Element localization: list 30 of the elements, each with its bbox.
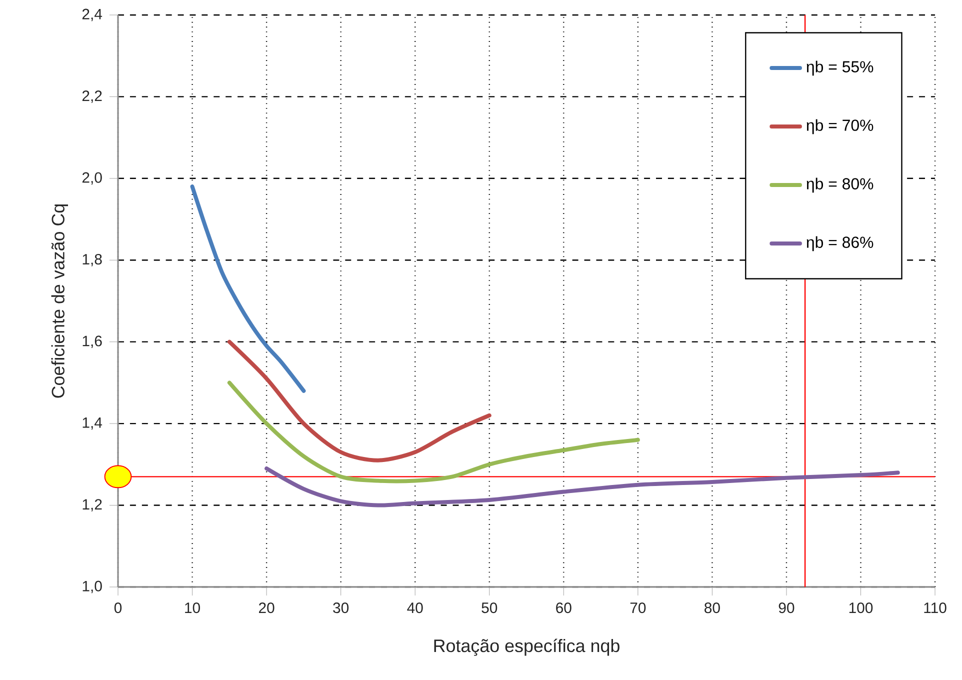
- legend-label: ηb = 86%: [806, 236, 874, 252]
- x-tick-label: 0: [114, 602, 122, 614]
- x-tick-label: 30: [333, 602, 349, 614]
- legend-label: ηb = 55%: [806, 60, 874, 76]
- x-tick-label: 50: [482, 602, 498, 614]
- x-tick-label: 110: [924, 602, 946, 614]
- legend-label: ηb = 70%: [806, 119, 874, 134]
- line-series: [190, 184, 306, 393]
- x-tick-label: 40: [407, 602, 423, 614]
- x-axis-title: Rotação específica nqb: [434, 638, 620, 656]
- line-series: [227, 340, 492, 462]
- y-tick-label: 1,0: [82, 580, 102, 594]
- line-series: [264, 466, 900, 508]
- y-tick-label: 2,0: [82, 172, 102, 185]
- x-tick-label: 90: [778, 602, 794, 614]
- y-tick-label: 1,6: [82, 336, 102, 348]
- x-tick-label: 70: [630, 602, 646, 614]
- x-tick-label: 20: [258, 602, 274, 614]
- y-tick-label: 1,4: [82, 417, 102, 430]
- y-tick-label: 1,8: [82, 254, 102, 266]
- y-tick-label: 1,2: [82, 499, 102, 512]
- y-tick-label: 2,2: [82, 90, 102, 103]
- y-axis-title: Coeficiente de vazão Cq: [51, 204, 68, 398]
- y-tick-label: 2,4: [82, 8, 102, 22]
- legend-label: ηb = 80%: [806, 178, 874, 193]
- x-tick-label: 10: [185, 602, 200, 614]
- x-tick-label: 100: [849, 602, 873, 614]
- x-tick-label: 60: [556, 602, 572, 614]
- x-tick-label: 80: [704, 602, 720, 614]
- line-series: [227, 380, 640, 484]
